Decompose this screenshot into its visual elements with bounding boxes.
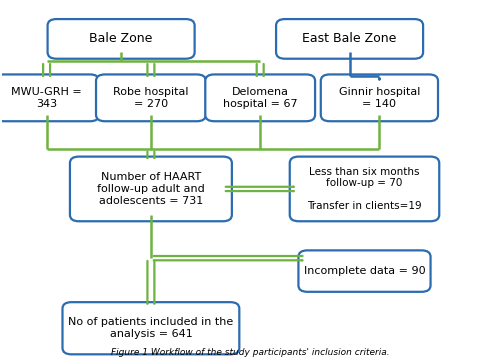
- Text: Robe hospital
= 270: Robe hospital = 270: [113, 87, 188, 109]
- FancyBboxPatch shape: [276, 19, 423, 59]
- Text: Delomena
hospital = 67: Delomena hospital = 67: [223, 87, 298, 109]
- FancyBboxPatch shape: [290, 157, 440, 221]
- Text: No of patients included in the
analysis = 641: No of patients included in the analysis …: [68, 318, 234, 339]
- Text: East Bale Zone: East Bale Zone: [302, 32, 397, 45]
- FancyBboxPatch shape: [70, 157, 232, 221]
- Text: MWU-GRH =
343: MWU-GRH = 343: [11, 87, 82, 109]
- FancyBboxPatch shape: [0, 75, 99, 121]
- Text: Figure 1 Workflow of the study participants' inclusion criteria.: Figure 1 Workflow of the study participa…: [111, 348, 390, 357]
- Text: Less than six months
follow-up = 70

Transfer in clients=19: Less than six months follow-up = 70 Tran…: [307, 167, 422, 211]
- FancyBboxPatch shape: [206, 75, 315, 121]
- FancyBboxPatch shape: [298, 250, 430, 292]
- Text: Number of HAART
follow-up adult and
adolescents = 731: Number of HAART follow-up adult and adol…: [97, 172, 205, 206]
- FancyBboxPatch shape: [62, 302, 240, 354]
- FancyBboxPatch shape: [48, 19, 195, 59]
- FancyBboxPatch shape: [96, 75, 206, 121]
- Text: Bale Zone: Bale Zone: [90, 32, 153, 45]
- FancyBboxPatch shape: [321, 75, 438, 121]
- Text: Ginnir hospital
= 140: Ginnir hospital = 140: [338, 87, 420, 109]
- Text: Incomplete data = 90: Incomplete data = 90: [304, 266, 426, 276]
